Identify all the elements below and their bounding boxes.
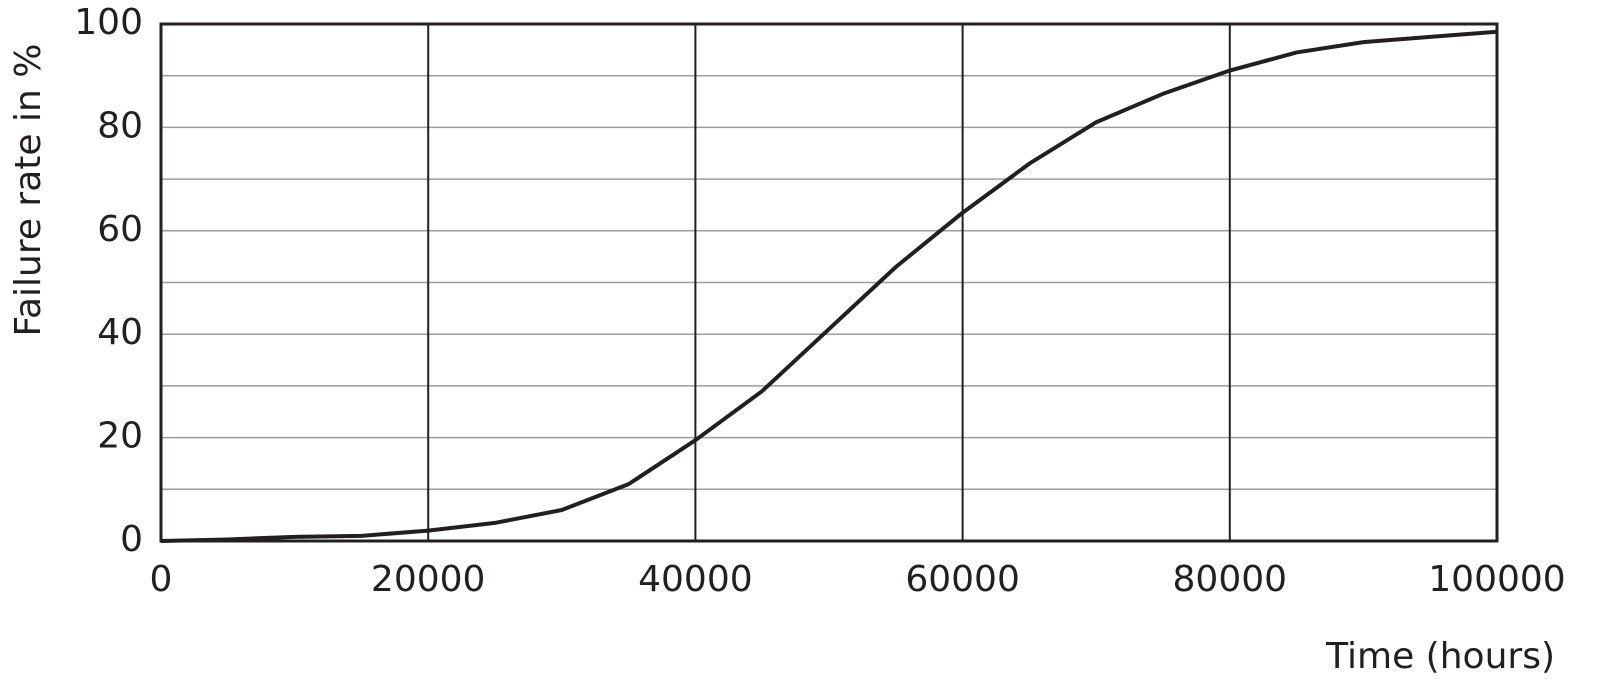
- x-axis-label: Time (hours): [1325, 636, 1555, 677]
- x-tick-label: 40000: [638, 559, 753, 600]
- y-tick-label: 100: [74, 2, 143, 43]
- y-axis-label: Failure rate in %: [8, 44, 49, 337]
- x-tick-label: 80000: [1173, 559, 1288, 600]
- x-tick-label: 20000: [371, 559, 486, 600]
- y-tick-label: 20: [97, 416, 143, 457]
- plot-frame: [159, 22, 1499, 543]
- y-tick-label: 60: [97, 209, 143, 250]
- x-tick-label: 100000: [1428, 559, 1565, 600]
- y-tick-label: 40: [97, 312, 143, 353]
- data-line: [160, 29, 1498, 543]
- y-tick-label: 80: [97, 105, 143, 146]
- x-tick-label: 60000: [905, 559, 1020, 600]
- y-tick-label: 0: [120, 519, 143, 560]
- x-tick-label: 0: [150, 559, 173, 600]
